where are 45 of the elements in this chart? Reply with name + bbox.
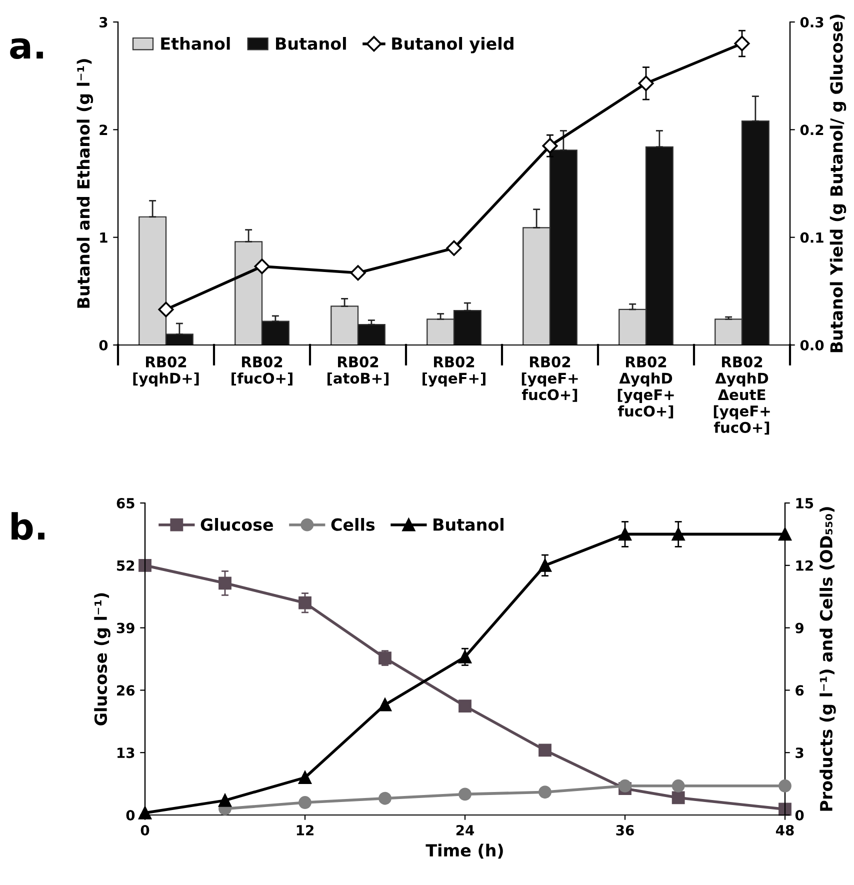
legend-label: Glucose [200, 518, 274, 531]
x-tick-label: RB02 [yqeF+ fucO+] [522, 356, 578, 402]
y-axis-title: Butanol and Ethanol (g l⁻¹) [76, 59, 94, 308]
y2-tick-label: 0.2 [800, 124, 824, 136]
legend-label: Ethanol [161, 37, 230, 50]
y-tick-label: 1 [100, 232, 108, 243]
y2-axis-title: Products (g l⁻¹) and Cells (OD₅₅₀) [820, 507, 836, 811]
x-tick-label: 48 [776, 824, 794, 836]
y2-tick-label: 3 [796, 748, 804, 758]
y2-axis-title: Butanol Yield (g Butanol/ g Glucose) [830, 14, 846, 352]
x-tick-label: RB02 [yqhD+] [133, 356, 199, 387]
y-tick-label: 0 [99, 340, 108, 350]
y2-tick-label: 9 [795, 622, 804, 634]
y-tick-label: 0 [126, 810, 135, 820]
legend-label: Butanol [276, 37, 346, 50]
legend-label: Butanol [434, 518, 504, 531]
y-tick-label: 3 [100, 16, 108, 28]
x-tick-label: RB02 [fucO+] [232, 356, 292, 386]
x-tick-label: 12 [296, 824, 314, 836]
y-tick-label: 65 [116, 498, 134, 508]
y2-tick-label: 0 [795, 810, 804, 820]
y2-tick-label: 0.3 [800, 16, 824, 28]
y-axis-title: Glucose (g l⁻¹) [94, 593, 110, 726]
x-tick-label: RB02 ΔyqhD ΔeutE [yqeF+ fucO+] [714, 356, 770, 435]
x-tick-label: RB02 [yqeF+] [422, 356, 486, 387]
y-tick-label: 39 [116, 622, 134, 634]
text: a. [10, 38, 43, 60]
x-tick-label: 24 [456, 824, 474, 836]
legend-label: Butanol yield [392, 37, 514, 54]
legend-label: Cells [331, 518, 375, 531]
y-tick-label: 2 [100, 124, 108, 135]
text: b. [12, 512, 44, 540]
y2-tick-label: 6 [796, 685, 804, 696]
x-tick-label: RB02 ΔyqhD [yqeF+ fucO+] [618, 356, 674, 418]
y-tick-label: 26 [117, 685, 135, 696]
y2-tick-label: 15 [796, 498, 814, 508]
y2-tick-label: 12 [796, 560, 813, 571]
y2-tick-label: 0.0 [800, 340, 824, 350]
y2-tick-label: 0.1 [800, 232, 824, 243]
y-tick-label: 13 [118, 748, 134, 758]
x-axis-title: Time (h) [426, 844, 503, 859]
x-tick-label: 0 [140, 824, 150, 836]
y-tick-label: 52 [117, 560, 134, 571]
x-tick-label: RB02 [atoB+] [328, 356, 388, 386]
x-tick-label: 36 [616, 824, 634, 836]
